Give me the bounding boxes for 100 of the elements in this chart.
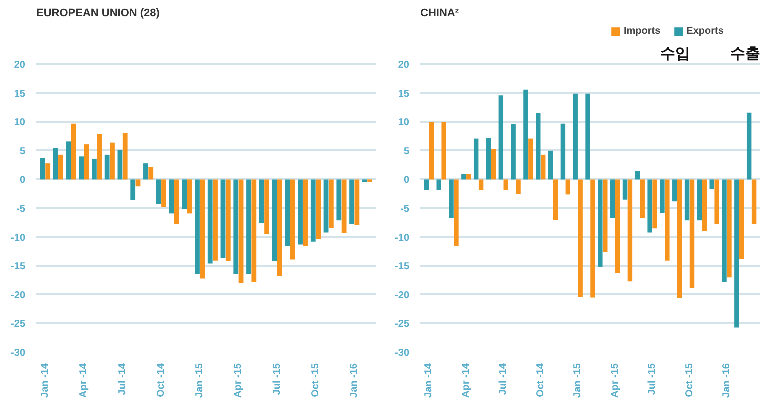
y-tick-label: -15	[395, 262, 410, 273]
bar	[722, 180, 727, 282]
bar	[424, 180, 430, 190]
bar	[136, 180, 141, 187]
x-tick-label: Jan -14	[40, 363, 52, 398]
bar	[316, 180, 321, 240]
x-tick-label: Apr -15	[233, 363, 244, 398]
text: 수입	[660, 44, 690, 62]
bar	[71, 124, 76, 180]
bar	[174, 180, 180, 224]
bar	[714, 180, 720, 224]
x-tick-label: Oct -15	[684, 363, 696, 398]
bar	[220, 180, 226, 258]
bar	[144, 164, 148, 180]
bar	[478, 180, 484, 190]
bar	[504, 180, 508, 190]
bar	[92, 158, 97, 180]
y-tick-label: -10	[395, 232, 410, 244]
y-tick-label: -10	[11, 232, 26, 244]
x-tick-label: Jan -16	[721, 363, 732, 398]
bar	[234, 180, 239, 274]
bar	[53, 148, 58, 180]
y-tick-label: 15	[398, 88, 410, 100]
bar	[79, 156, 84, 180]
bar	[560, 124, 566, 180]
bar	[652, 180, 658, 229]
bar	[97, 134, 102, 180]
bar	[195, 180, 200, 274]
bar	[324, 180, 329, 233]
bar	[238, 180, 244, 284]
bar	[285, 180, 290, 247]
bar	[110, 142, 115, 180]
bar	[303, 180, 308, 246]
bar	[354, 180, 360, 226]
y-tick-label: 5	[20, 146, 26, 158]
bar	[590, 180, 596, 298]
x-tick-label: Jan -14	[424, 363, 435, 398]
y-tick-label: -20	[395, 290, 410, 302]
bar	[598, 180, 603, 268]
bar	[118, 150, 123, 180]
y-tick-label: -5	[400, 204, 410, 215]
bar	[328, 180, 334, 228]
bar	[310, 180, 316, 242]
bar	[466, 174, 472, 180]
bar	[368, 180, 373, 182]
bar	[40, 158, 46, 180]
bar	[182, 180, 188, 210]
bar	[734, 180, 740, 328]
bar	[491, 149, 496, 180]
bar	[362, 180, 368, 182]
y-tick-label: 0	[20, 175, 26, 186]
bar	[130, 180, 136, 200]
bar	[122, 133, 128, 180]
bar	[622, 180, 628, 200]
bar	[610, 180, 616, 218]
bar	[710, 180, 714, 190]
bar	[246, 180, 252, 274]
y-tick-label: -15	[11, 262, 26, 273]
bar	[727, 180, 732, 278]
y-tick-label: -30	[395, 348, 410, 359]
y-tick-label: 0	[404, 175, 410, 186]
bar	[84, 144, 90, 180]
bar	[46, 164, 51, 180]
x-tick-label: Oct -14	[535, 363, 546, 398]
bar	[187, 180, 192, 214]
bar	[208, 180, 213, 264]
y-tick-label: 10	[14, 118, 26, 129]
chart-title: EUROPEAN UNION (28)	[36, 8, 160, 20]
bar	[697, 180, 702, 221]
bar	[436, 180, 442, 190]
bar	[586, 94, 590, 180]
bar	[336, 180, 342, 221]
bar	[615, 180, 620, 274]
bar	[449, 180, 454, 218]
x-tick-label: Jul -14	[498, 363, 510, 396]
bar	[442, 122, 446, 180]
x-tick-label: Jan -15	[572, 363, 584, 398]
bar	[272, 180, 278, 262]
bar	[429, 122, 434, 180]
bar	[252, 180, 257, 282]
legend-label: Imports	[624, 26, 661, 37]
bar	[498, 96, 504, 180]
bar	[548, 150, 554, 180]
bar	[104, 154, 110, 180]
bar	[665, 180, 670, 261]
bar	[603, 180, 608, 252]
bar	[474, 138, 479, 180]
bar	[350, 180, 354, 224]
y-tick-label: 20	[14, 60, 26, 71]
x-tick-label: Jul -15	[272, 363, 283, 396]
y-tick-label: 15	[14, 88, 26, 100]
bar	[566, 180, 571, 195]
bar	[536, 113, 541, 180]
bar	[200, 180, 206, 279]
bar	[462, 174, 466, 180]
bar	[259, 180, 264, 224]
bar	[690, 180, 695, 288]
bar	[540, 154, 546, 180]
bar	[702, 180, 708, 232]
bar	[264, 180, 270, 234]
